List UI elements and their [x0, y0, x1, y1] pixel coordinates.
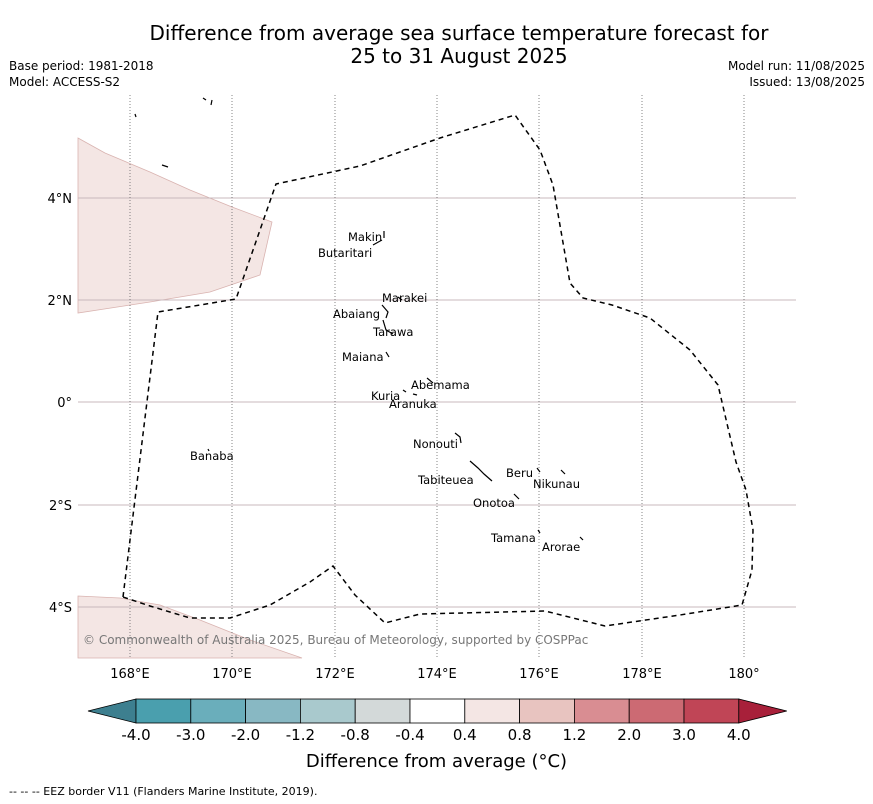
- colorbar-tick-label: 1.2: [562, 726, 586, 744]
- island-north-3-shape: [134, 113, 137, 118]
- map-title: Difference from average sea surface temp…: [0, 22, 873, 68]
- island-label: Beru: [506, 466, 533, 480]
- lon-label: 178°E: [622, 667, 662, 682]
- island-label: Tamana: [490, 531, 536, 545]
- lat-label: 0°: [57, 396, 72, 411]
- island-label: Onotoa: [473, 496, 515, 510]
- eez-border: [122, 114, 754, 627]
- island-labels: Makin Butaritari Marakei Abaiang Tarawa …: [190, 230, 580, 554]
- island-label: Kuria: [371, 389, 400, 403]
- colorbar-segment: [683, 698, 740, 724]
- colorbar-tick-label: -0.4: [395, 726, 424, 744]
- lon-labels: 168°E 170°E 172°E 174°E 176°E 178°E 180°: [110, 667, 759, 682]
- lon-label: 170°E: [212, 667, 252, 682]
- colorbar-tick-label: -2.0: [231, 726, 260, 744]
- colorbar-extend-low: [87, 698, 137, 724]
- island-banaba-shape: [207, 448, 210, 452]
- island-north-2-shape: [210, 99, 213, 106]
- lat-labels: 4°N 2°N 0° 2°S 4°S: [48, 192, 73, 616]
- island-nikunau-shape: [560, 469, 566, 475]
- island-label: Abemama: [411, 378, 470, 392]
- island-label: Marakei: [382, 291, 427, 305]
- colorbar-segment: [245, 698, 301, 724]
- colorbar-tick-label: -1.2: [286, 726, 315, 744]
- colorbar-segment: [190, 698, 247, 724]
- lat-label: 4°N: [48, 192, 73, 207]
- colorbar-segment: [574, 698, 630, 724]
- lat-label: 2°N: [48, 294, 73, 309]
- model-run: Model run: 11/08/2025: [727, 59, 865, 73]
- colorbar-tick-label: 0.8: [508, 726, 532, 744]
- colorbar-segment: [409, 698, 466, 724]
- island-label: Maiana: [342, 350, 384, 364]
- island-abaiang-shape: [381, 304, 389, 319]
- island-arorae-shape: [579, 536, 584, 541]
- model-name: Model: ACCESS-S2: [9, 75, 121, 89]
- lon-label: 180°: [728, 667, 759, 682]
- island-abemama-shape: [426, 377, 434, 384]
- island-label: Aranuka: [389, 397, 437, 411]
- island-label: Nonouti: [413, 437, 458, 451]
- footer-note: -- -- -- EEZ border V11 (Flanders Marine…: [9, 785, 318, 798]
- island-shapes: [134, 97, 584, 541]
- island-marakei-shape: [397, 296, 403, 301]
- lat-label: 4°S: [49, 601, 72, 616]
- lat-label: 2°S: [49, 499, 72, 514]
- colorbar-segment: [354, 698, 411, 724]
- colorbar-tick-label: 0.4: [453, 726, 477, 744]
- colorbar-label: Difference from average (°C): [305, 751, 568, 772]
- island-kuria-shape: [402, 389, 407, 393]
- colorbar-tick-label: 2.0: [617, 726, 641, 744]
- colorbar-extend-high: [738, 698, 787, 724]
- island-label: Butaritari: [318, 246, 372, 260]
- lon-gridlines: [129, 95, 745, 658]
- colorbar-tick-label: -3.0: [176, 726, 205, 744]
- island-label: Nikunau: [533, 477, 580, 491]
- island-beru-shape: [536, 467, 541, 473]
- colorbar-segment: [519, 698, 575, 724]
- colorbar-segment: [135, 698, 192, 724]
- island-label: Tabiteuea: [417, 473, 474, 487]
- lon-label: 168°E: [110, 667, 150, 682]
- copyright-text: © Commonwealth of Australia 2025, Bureau…: [83, 633, 588, 647]
- title-line-1: Difference from average sea surface temp…: [149, 21, 769, 45]
- island-aranuka-shape: [412, 393, 418, 396]
- lon-label: 176°E: [519, 667, 559, 682]
- island-label: Abaiang: [333, 307, 380, 321]
- colorbar-tick-label: -0.8: [341, 726, 370, 744]
- island-label: Makin: [348, 230, 382, 244]
- colorbar-segment: [464, 698, 520, 724]
- colorbar-segment: [628, 698, 685, 724]
- anomaly-region-nw: [77, 137, 273, 314]
- issued-date: Issued: 13/08/2025: [749, 75, 865, 89]
- island-maiana-shape: [385, 351, 390, 358]
- meta-right: Model run: 11/08/2025 Issued: 13/08/2025: [728, 58, 865, 90]
- island-tabiteuea-shape: [469, 460, 493, 482]
- island-label: Banaba: [190, 449, 234, 463]
- title-line-2: 25 to 31 August 2025: [350, 44, 568, 68]
- island-north-4-shape: [161, 164, 169, 168]
- colorbar-tick-label: -4.0: [121, 726, 150, 744]
- island-nonouti-shape: [454, 432, 462, 444]
- colorbar: -4.0 -3.0 -2.0 -1.2 -0.8 -0.4 0.4 0.8 1.2 2.0 3.0 4…: [87, 698, 787, 744]
- island-tarawa-shape: [382, 319, 394, 335]
- island-tamana-shape: [537, 529, 541, 534]
- anomaly-region-sw: [77, 595, 303, 659]
- island-butaritari-shape: [372, 239, 383, 246]
- colorbar-segment: [299, 698, 356, 724]
- base-period: Base period: 1981-2018: [9, 59, 154, 73]
- island-label: Tarawa: [372, 325, 413, 339]
- meta-left: Base period: 1981-2018 Model: ACCESS-S2: [9, 58, 154, 90]
- lon-label: 172°E: [315, 667, 355, 682]
- colorbar-tick-label: 3.0: [672, 726, 696, 744]
- island-north-1-shape: [202, 97, 207, 101]
- island-label: Arorae: [542, 540, 580, 554]
- lon-label: 174°E: [417, 667, 457, 682]
- island-onotoa-shape: [513, 493, 520, 500]
- colorbar-tick-label: 4.0: [727, 726, 751, 744]
